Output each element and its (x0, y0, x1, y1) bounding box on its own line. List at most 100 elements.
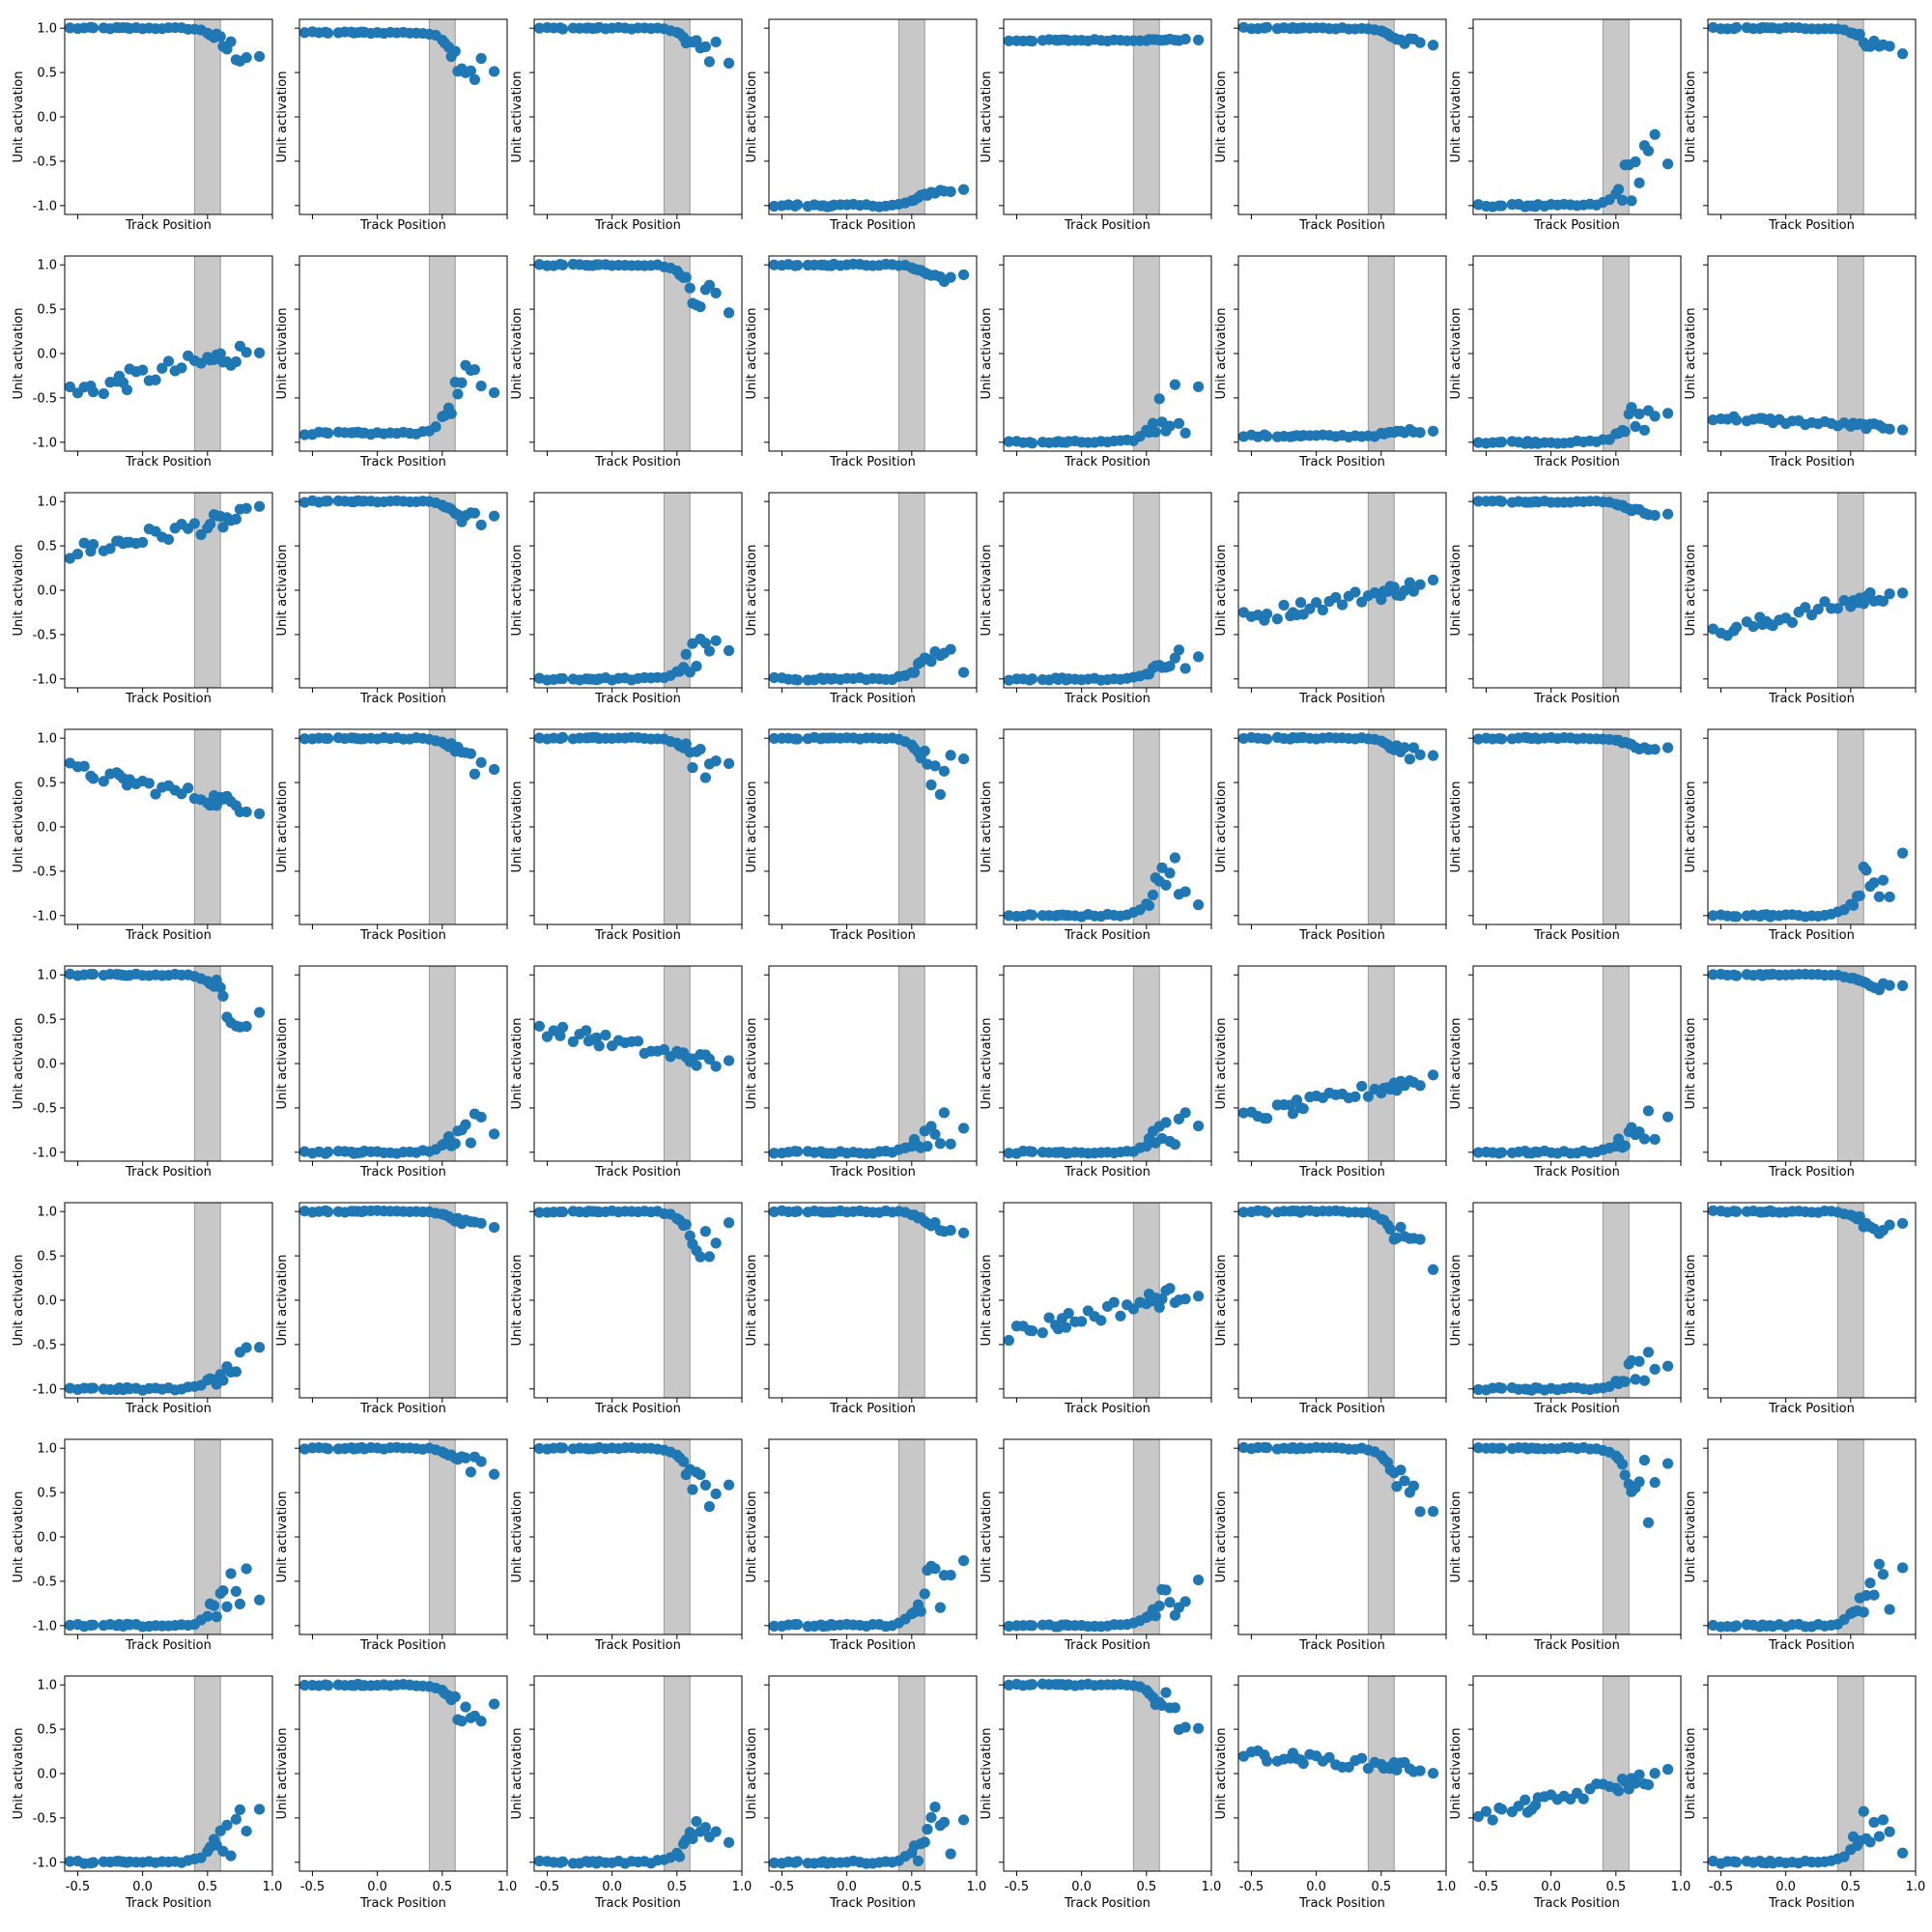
x-tick-label: 0.5 (1605, 1880, 1626, 1894)
x-tick-label: 0.0 (1541, 1880, 1561, 1894)
scatter-point (1495, 496, 1508, 507)
scatter-point (1147, 889, 1159, 901)
scatter-point (1037, 1327, 1048, 1339)
scatter-point (1003, 35, 1014, 46)
scatter-point (214, 348, 226, 359)
scatter-point (768, 1620, 780, 1632)
x-tick-label: 0.5 (1136, 1880, 1156, 1894)
scatter-point (230, 1366, 242, 1378)
scatter-point (791, 1146, 804, 1157)
panel-r7-c7: Track Position Unit activation (1449, 1438, 1682, 1653)
axes-frame (1003, 1675, 1212, 1872)
scatter-point (121, 384, 133, 396)
scatter-point (1108, 1296, 1120, 1308)
scatter-point (217, 1375, 229, 1386)
scatter-point (957, 1227, 970, 1238)
scatter-point (1356, 1752, 1368, 1764)
scatter-point (957, 184, 970, 195)
scatter-point (1707, 1205, 1719, 1216)
scatter-point (1179, 1107, 1191, 1119)
x-axis-label: Track Position (1533, 1165, 1620, 1179)
x-axis-label: Track Position (1298, 1896, 1385, 1911)
panel-r6-c2: Track Position Unit activation (275, 1202, 508, 1416)
panel-r1-c4: Track Position Unit activation (745, 18, 978, 233)
scatter-point (230, 1813, 242, 1825)
y-tick-label: 0.0 (37, 1058, 57, 1072)
scatter-point (104, 543, 116, 554)
x-axis-label: Track Position (594, 455, 681, 469)
panel-r3-c5: Track Position Unit activation (980, 492, 1212, 706)
scatter-point (1662, 158, 1674, 170)
scatter-point (1649, 411, 1661, 422)
highlight-band (428, 965, 456, 1162)
scatter-point (699, 1479, 711, 1491)
scatter-point (791, 1206, 804, 1217)
scatter-point (322, 1146, 334, 1158)
y-axis-label: Unit activation (510, 781, 525, 873)
panel-r7-c6: Track Position Unit activation (1214, 1438, 1447, 1653)
scatter-point (217, 990, 229, 1002)
scatter-point (475, 381, 487, 392)
x-axis-label: Track Position (1768, 1638, 1855, 1653)
x-axis-label: Track Position (1298, 218, 1385, 233)
scatter-point (1336, 599, 1349, 611)
scatter-point (1414, 1234, 1426, 1245)
axes-frame (533, 18, 743, 215)
scatter-point (1237, 1207, 1249, 1218)
scatter-point (957, 667, 970, 678)
scatter-point (71, 548, 84, 560)
highlight-band (1602, 1202, 1630, 1399)
x-axis-label: Track Position (594, 1402, 681, 1416)
y-axis-label: Unit activation (12, 1492, 26, 1583)
scatter-point (912, 1855, 924, 1867)
x-axis-label: Track Position (359, 218, 446, 233)
scatter-point (1873, 1831, 1885, 1842)
scatter-point (214, 981, 226, 993)
panel-r5-c2: Track Position Unit activation (275, 965, 508, 1179)
scatter-point (1026, 36, 1038, 47)
panel-r4-c3: Track Position Unit activation (510, 728, 743, 943)
axes-frame (1707, 965, 1917, 1162)
highlight-band (428, 1675, 456, 1872)
scatter-point (1877, 595, 1889, 608)
x-tick-label: 0.0 (1306, 1880, 1326, 1894)
scatter-point (1819, 596, 1831, 608)
x-tick-label: 1.0 (1906, 1880, 1926, 1894)
scatter-point (723, 57, 735, 69)
x-tick-label: 0.5 (1840, 1880, 1861, 1894)
scatter-point (449, 1138, 461, 1150)
scatter-point (1414, 1506, 1426, 1518)
scatter-point (1884, 1826, 1895, 1837)
scatter-point (710, 635, 722, 646)
scatter-point (253, 1804, 266, 1815)
x-tick-label: 0.5 (197, 1880, 217, 1894)
x-axis-label: Track Position (1064, 1402, 1151, 1416)
scatter-point (1649, 744, 1661, 755)
scatter-point (469, 73, 481, 85)
scatter-point (1649, 1477, 1661, 1489)
x-axis-label: Track Position (1533, 692, 1620, 706)
axes-frame (1707, 1438, 1917, 1635)
scatter-point (684, 282, 696, 294)
scatter-point (1407, 585, 1420, 597)
highlight-band (1602, 728, 1630, 925)
x-axis-label: Track Position (594, 692, 681, 706)
scatter-point (919, 1836, 930, 1848)
panel-r7-c8: Track Position Unit activation (1684, 1438, 1917, 1653)
x-tick-label: 0.0 (837, 1880, 857, 1894)
y-axis-label: Unit activation (980, 781, 994, 873)
scatter-point (217, 522, 229, 533)
scatter-point (87, 773, 99, 784)
scatter-point (204, 518, 216, 530)
scatter-point (934, 788, 946, 801)
scatter-point (469, 768, 481, 780)
scatter-point (1414, 749, 1426, 760)
scatter-point (1495, 733, 1508, 745)
scatter-point (1150, 1610, 1161, 1622)
y-axis-label: Unit activation (1449, 71, 1463, 163)
scatter-point (691, 661, 702, 672)
scatter-point (945, 1570, 956, 1581)
panel-r4-c1: -1.0 -0.5 0.0 0.5 1.0 Track Position Unit acti… (12, 728, 273, 943)
scatter-point (1838, 1851, 1850, 1862)
scatter-point (703, 279, 716, 291)
